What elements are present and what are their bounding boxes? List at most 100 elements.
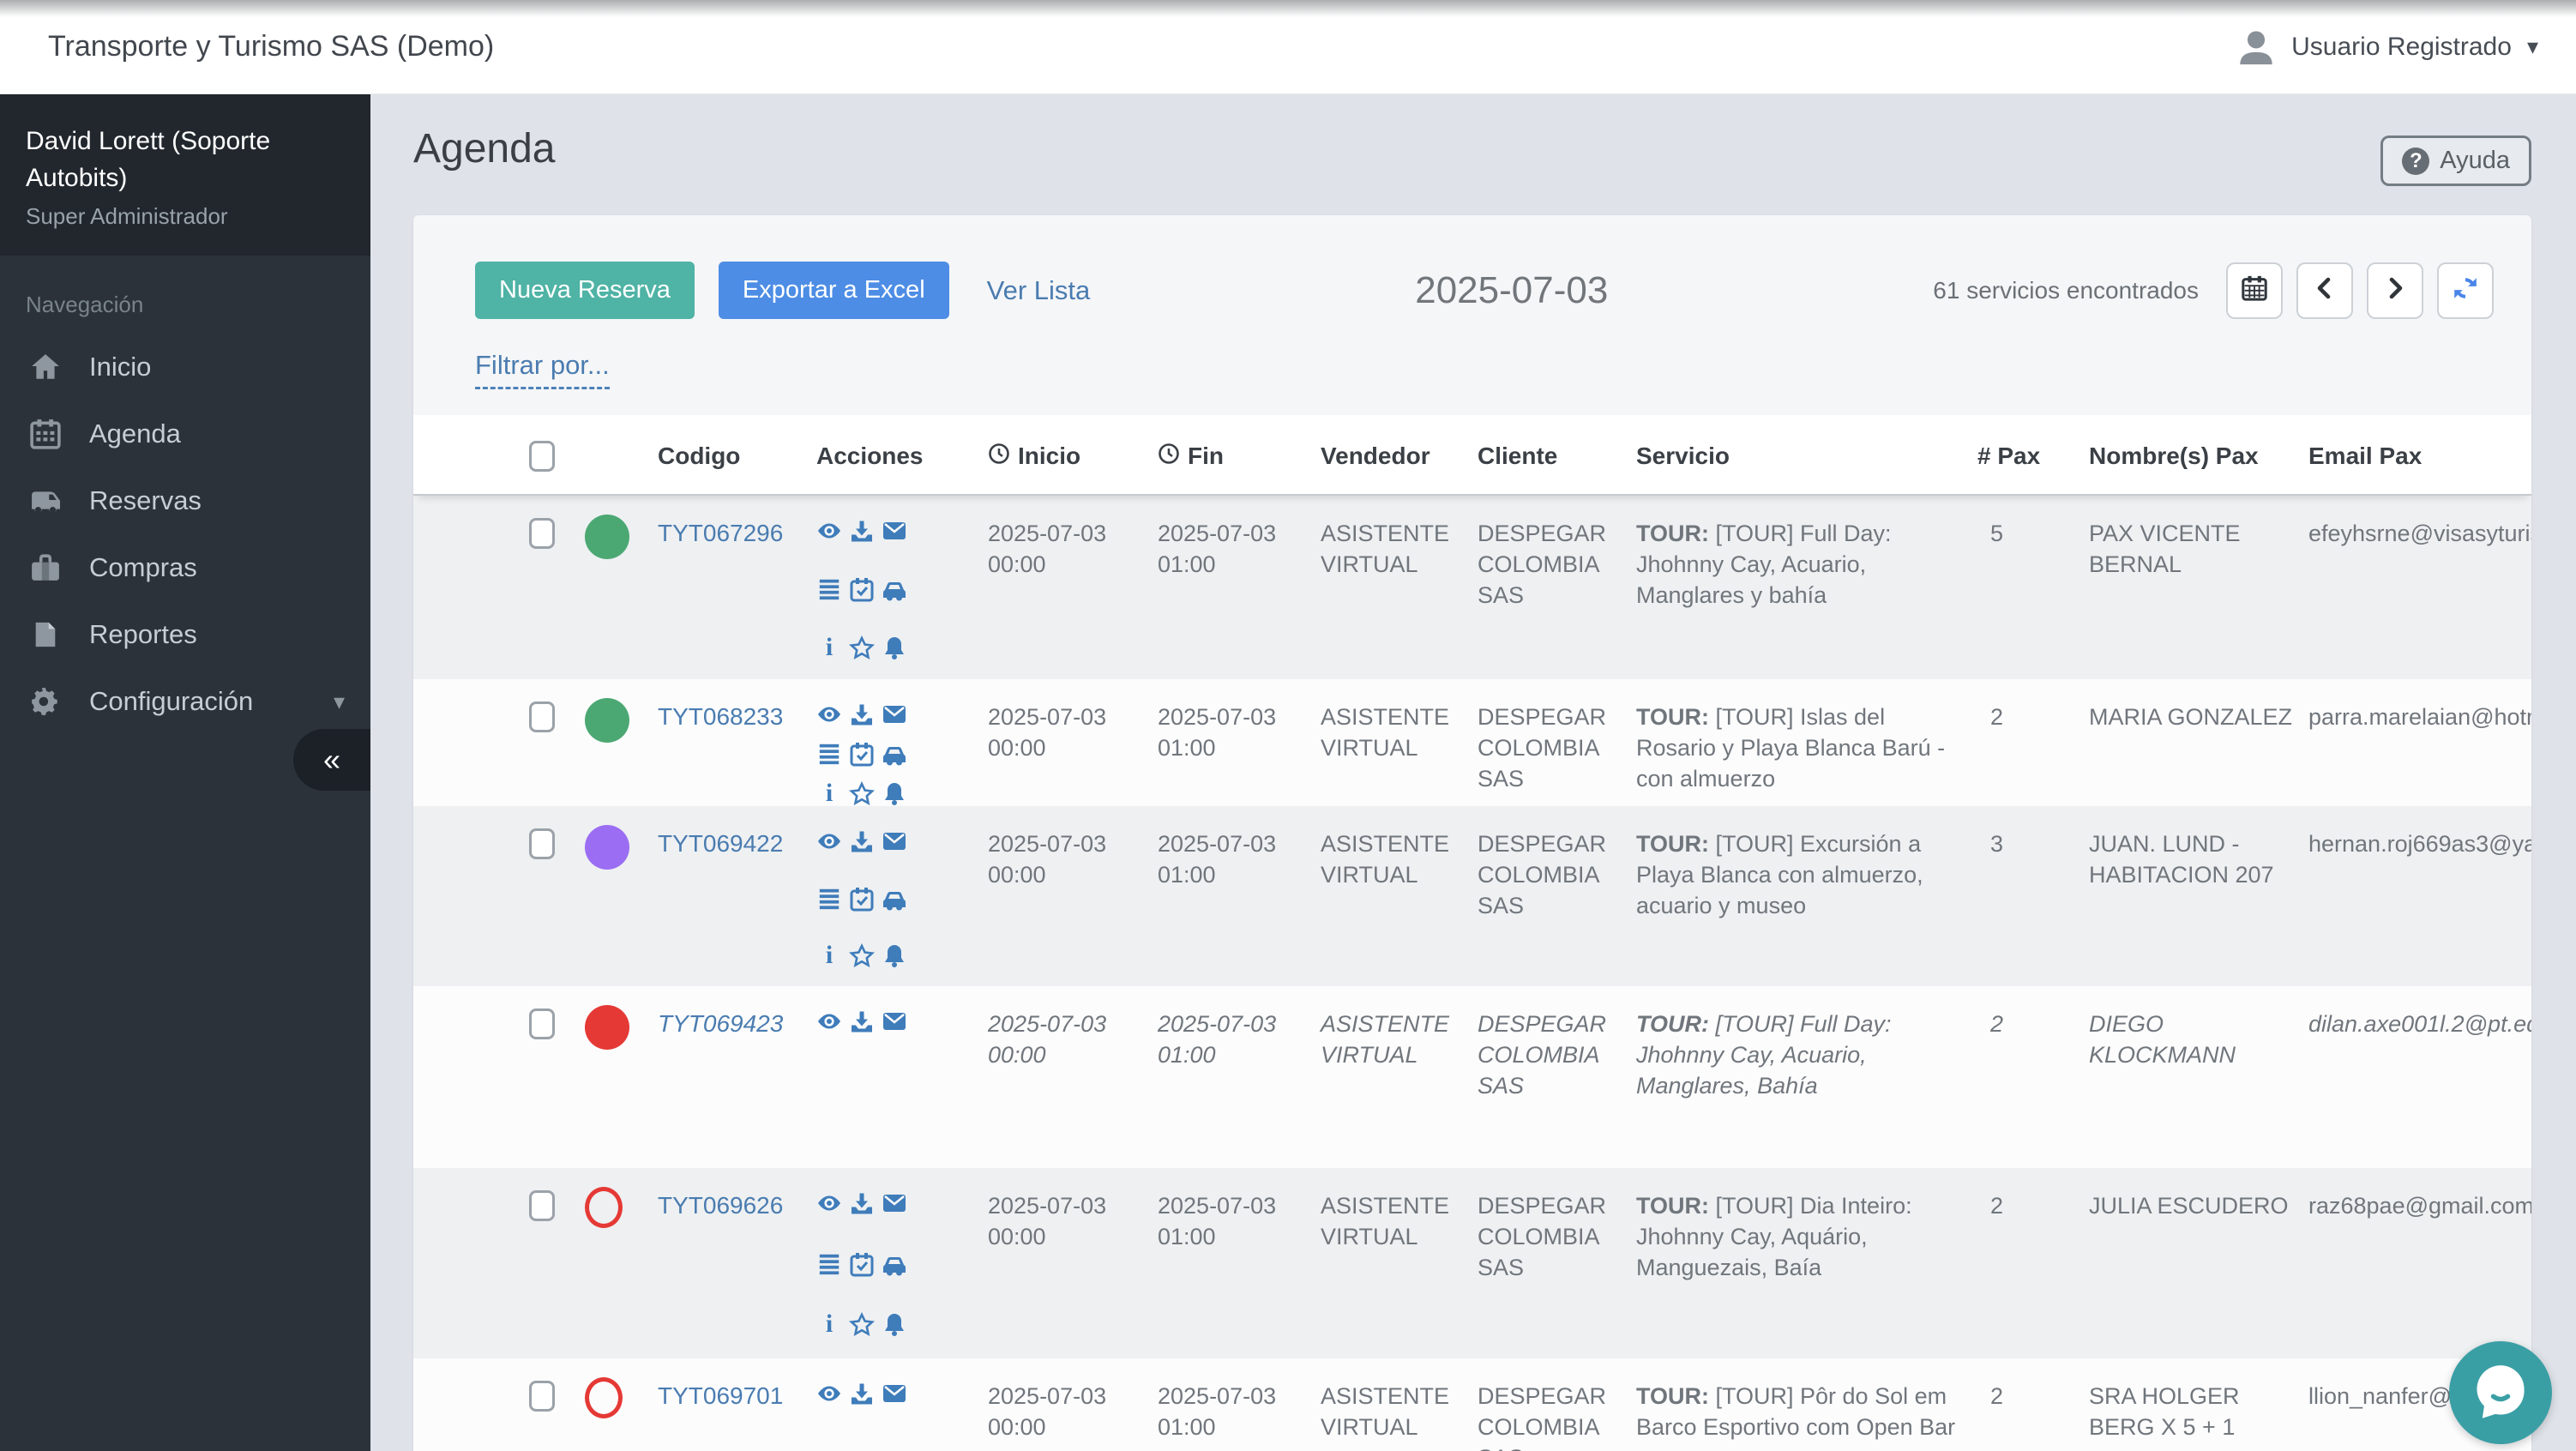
favorite-star-icon[interactable] bbox=[849, 942, 875, 968]
email-icon[interactable] bbox=[882, 1190, 907, 1216]
help-button[interactable]: ? Ayuda bbox=[2380, 135, 2531, 186]
reservation-code-link[interactable]: TYT068233 bbox=[658, 703, 784, 730]
sidebar-collapse-button[interactable]: « bbox=[293, 729, 370, 791]
download-icon[interactable] bbox=[849, 518, 875, 544]
select-all-checkbox[interactable] bbox=[529, 441, 555, 472]
home-icon bbox=[26, 352, 65, 382]
schedule-icon[interactable] bbox=[849, 886, 875, 912]
pax-names: PAX VICENTE BERNAL bbox=[2089, 521, 2241, 577]
reservation-code-link[interactable]: TYT069422 bbox=[658, 830, 784, 857]
vehicle-icon[interactable] bbox=[882, 741, 907, 767]
calendar-icon bbox=[26, 418, 65, 449]
refresh-button[interactable] bbox=[2437, 262, 2494, 319]
download-icon[interactable] bbox=[849, 701, 875, 727]
table-row: TYT069423 2025-07-03 00:00 2025-07-03 01:0… bbox=[413, 986, 2531, 1168]
pax-count: 2 bbox=[1990, 1193, 2004, 1219]
service: TOUR: [TOUR] Dia Inteiro: Jhohnny Cay, A… bbox=[1636, 1193, 1912, 1280]
client: DESPEGAR COLOMBIA SAS bbox=[1478, 521, 1607, 608]
schedule-icon[interactable] bbox=[849, 576, 875, 602]
notification-bell-icon[interactable] bbox=[882, 780, 907, 806]
start-datetime: 2025-07-03 00:00 bbox=[988, 704, 1107, 761]
view-list-link[interactable]: Ver Lista bbox=[986, 274, 1091, 305]
next-day-button[interactable] bbox=[2367, 262, 2423, 319]
row-actions: i bbox=[808, 518, 979, 679]
info-icon[interactable]: i bbox=[825, 941, 834, 970]
view-icon[interactable] bbox=[816, 1008, 842, 1034]
details-list-icon[interactable] bbox=[816, 576, 842, 602]
notification-bell-icon[interactable] bbox=[882, 942, 907, 968]
chat-bubble-button[interactable] bbox=[2449, 1341, 2552, 1444]
reservation-code-link[interactable]: TYT067296 bbox=[658, 520, 784, 546]
sidebar-item-configuracion[interactable]: Configuración ▾ bbox=[0, 668, 370, 735]
export-excel-button[interactable]: Exportar a Excel bbox=[718, 262, 949, 319]
view-icon[interactable] bbox=[816, 701, 842, 727]
service: TOUR: [TOUR] Excursión a Playa Blanca co… bbox=[1636, 831, 1923, 918]
sidebar-item-label: Reportes bbox=[89, 619, 197, 650]
sidebar-profile: David Lorett (Soporte Autobits) Super Ad… bbox=[0, 94, 370, 256]
view-icon[interactable] bbox=[816, 1381, 842, 1406]
details-list-icon[interactable] bbox=[816, 1251, 842, 1277]
service: TOUR: [TOUR] Full Day: Jhohnny Cay, Acua… bbox=[1636, 1011, 1892, 1099]
column-header-servicio: Servicio bbox=[1636, 443, 1730, 469]
schedule-icon[interactable] bbox=[849, 741, 875, 767]
favorite-star-icon[interactable] bbox=[849, 1311, 875, 1337]
previous-day-button[interactable] bbox=[2296, 262, 2353, 319]
end-datetime: 2025-07-03 01:00 bbox=[1158, 704, 1277, 761]
info-icon[interactable]: i bbox=[825, 779, 834, 807]
question-icon: ? bbox=[2402, 147, 2430, 175]
start-datetime: 2025-07-03 00:00 bbox=[988, 1193, 1107, 1249]
sidebar-item-label: Reservas bbox=[89, 485, 202, 516]
new-reservation-button[interactable]: Nueva Reserva bbox=[475, 262, 695, 319]
row-checkbox[interactable] bbox=[529, 701, 555, 732]
view-icon[interactable] bbox=[816, 518, 842, 544]
vendor: ASISTENTE VIRTUAL bbox=[1321, 831, 1450, 888]
vehicle-icon[interactable] bbox=[882, 1251, 907, 1277]
download-icon[interactable] bbox=[849, 828, 875, 854]
details-list-icon[interactable] bbox=[816, 886, 842, 912]
email-icon[interactable] bbox=[882, 701, 907, 727]
sidebar-item-reservas[interactable]: Reservas bbox=[0, 467, 370, 534]
gears-icon bbox=[26, 686, 65, 717]
sidebar-item-inicio[interactable]: Inicio bbox=[0, 334, 370, 400]
sidebar-item-agenda[interactable]: Agenda bbox=[0, 400, 370, 467]
table-header: Codigo Acciones Inicio Fin Vendedor Clie… bbox=[413, 415, 2531, 496]
reservation-code-link[interactable]: TYT069626 bbox=[658, 1192, 784, 1219]
sidebar-item-reportes[interactable]: Reportes bbox=[0, 601, 370, 668]
row-checkbox[interactable] bbox=[529, 1190, 555, 1221]
table-row: TYT069422 i 2025-07-03 00:00 2025-07-03 01… bbox=[413, 806, 2531, 986]
filter-by-link[interactable]: Filtrar por... bbox=[475, 350, 610, 389]
sidebar-item-compras[interactable]: Compras bbox=[0, 534, 370, 601]
start-datetime: 2025-07-03 00:00 bbox=[988, 1383, 1107, 1440]
download-icon[interactable] bbox=[849, 1008, 875, 1034]
notification-bell-icon[interactable] bbox=[882, 635, 907, 660]
email-icon[interactable] bbox=[882, 518, 907, 544]
notification-bell-icon[interactable] bbox=[882, 1311, 907, 1337]
download-icon[interactable] bbox=[849, 1381, 875, 1406]
row-checkbox[interactable] bbox=[529, 518, 555, 549]
row-checkbox[interactable] bbox=[529, 828, 555, 859]
chevron-right-icon bbox=[2382, 275, 2408, 305]
reservation-code-link[interactable]: TYT069423 bbox=[658, 1010, 784, 1037]
email-icon[interactable] bbox=[882, 1381, 907, 1406]
results-count: 61 servicios encontrados bbox=[1933, 276, 2199, 304]
download-icon[interactable] bbox=[849, 1190, 875, 1216]
email-icon[interactable] bbox=[882, 828, 907, 854]
user-menu[interactable]: Usuario Registrado ▾ bbox=[2236, 27, 2538, 67]
view-icon[interactable] bbox=[816, 1190, 842, 1216]
calendar-picker-button[interactable] bbox=[2226, 262, 2283, 319]
schedule-icon[interactable] bbox=[849, 1251, 875, 1277]
row-checkbox[interactable] bbox=[529, 1008, 555, 1039]
vehicle-icon[interactable] bbox=[882, 886, 907, 912]
view-icon[interactable] bbox=[816, 828, 842, 854]
favorite-star-icon[interactable] bbox=[849, 780, 875, 806]
row-checkbox[interactable] bbox=[529, 1381, 555, 1412]
details-list-icon[interactable] bbox=[816, 741, 842, 767]
email-icon[interactable] bbox=[882, 1008, 907, 1034]
client: DESPEGAR COLOMBIA SAS bbox=[1478, 1193, 1607, 1280]
pax-names: MARIA GONZALEZ bbox=[2089, 704, 2293, 730]
info-icon[interactable]: i bbox=[825, 633, 834, 661]
vehicle-icon[interactable] bbox=[882, 576, 907, 602]
favorite-star-icon[interactable] bbox=[849, 635, 875, 660]
info-icon[interactable]: i bbox=[825, 1310, 834, 1339]
reservation-code-link[interactable]: TYT069701 bbox=[658, 1382, 784, 1409]
